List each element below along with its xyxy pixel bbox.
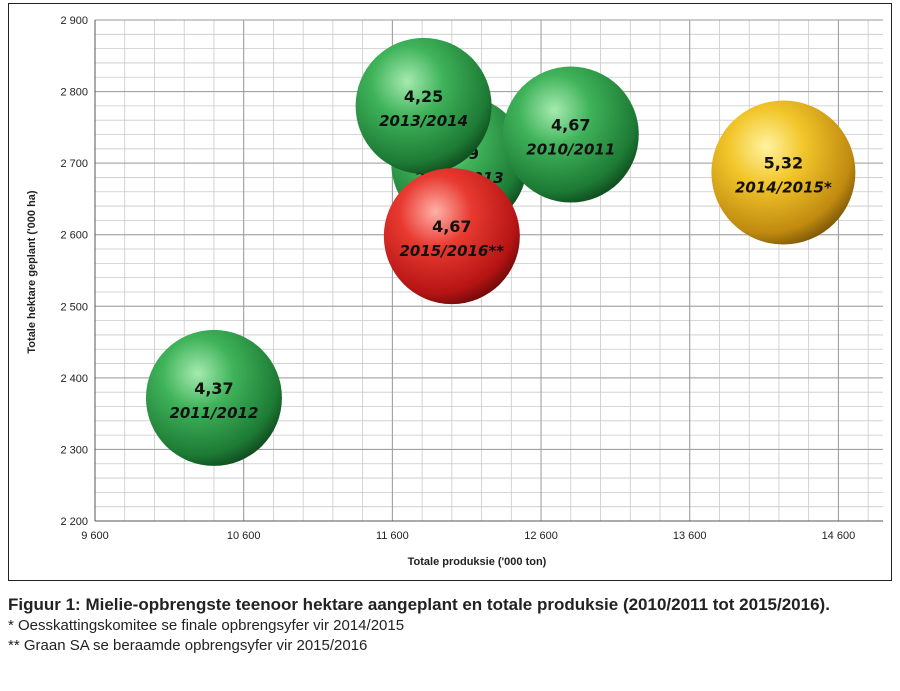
- y-tick-label: 2 900: [60, 15, 88, 27]
- x-tick-label: 14 600: [822, 530, 856, 542]
- bubble-value-label: 5,32: [764, 153, 803, 172]
- bubble-value-label: 4,37: [194, 379, 233, 398]
- figure-caption: Figuur 1: Mielie-opbrengste teenoor hekt…: [8, 594, 892, 656]
- bubble-20152016: 4,67 2015/2016**: [383, 168, 520, 305]
- y-tick-label: 2 300: [60, 444, 88, 456]
- y-tick-label: 2 400: [60, 373, 88, 385]
- caption-note-2: ** Graan SA se beraamde opbrengsyfer vir…: [8, 637, 368, 654]
- x-tick-label: 9 600: [81, 530, 109, 542]
- bubble-season-label: 2014/2015*: [735, 178, 832, 196]
- bubble-value-label: 4,25: [404, 87, 443, 106]
- bubble-chart: 9 600 10 600 11 600 12 600 13 600 14 600 2 200…: [26, 15, 883, 568]
- y-tick-label: 2 800: [60, 87, 88, 99]
- y-tick-label: 2 700: [60, 158, 88, 170]
- y-tick-label: 2 600: [60, 230, 88, 242]
- y-tick-label: 2 500: [60, 301, 88, 313]
- bubble-circle: [355, 37, 492, 174]
- bubble-circle: [711, 100, 856, 245]
- caption-note-1: * Oesskattingskomitee se finale opbrengs…: [8, 617, 405, 634]
- bubble-season-label: 2015/2016**: [399, 242, 504, 260]
- y-axis-title: Totale hektare geplant ('000 ha): [26, 190, 38, 354]
- chart-frame: 9 600 10 600 11 600 12 600 13 600 14 600 2 200…: [8, 3, 892, 581]
- bubble-20102011: 4,67 2010/2011: [502, 66, 639, 203]
- x-axis-title: Totale produksie ('000 ton): [408, 556, 547, 568]
- bubble-20142015: 5,32 2014/2015*: [711, 100, 856, 245]
- bubble-season-label: 2013/2014: [379, 112, 468, 130]
- bubble-value-label: 4,67: [432, 217, 471, 236]
- bubble-circle: [145, 329, 282, 466]
- caption-title: Figuur 1: Mielie-opbrengste teenoor hekt…: [8, 595, 830, 614]
- bubble-season-label: 2010/2011: [526, 141, 615, 159]
- bubble-season-label: 2011/2012: [169, 404, 258, 422]
- bubble-20112012: 4,37 2011/2012: [145, 329, 282, 466]
- x-tick-label: 12 600: [524, 530, 558, 542]
- bubble-circle: [502, 66, 639, 203]
- x-tick-label: 13 600: [673, 530, 707, 542]
- bubble-20132014: 4,25 2013/2014: [355, 37, 492, 174]
- bubble-value-label: 4,67: [551, 116, 590, 135]
- y-tick-label: 2 200: [60, 516, 88, 528]
- x-tick-label: 11 600: [376, 530, 409, 542]
- bubble-circle: [383, 168, 520, 305]
- x-tick-label: 10 600: [227, 530, 261, 542]
